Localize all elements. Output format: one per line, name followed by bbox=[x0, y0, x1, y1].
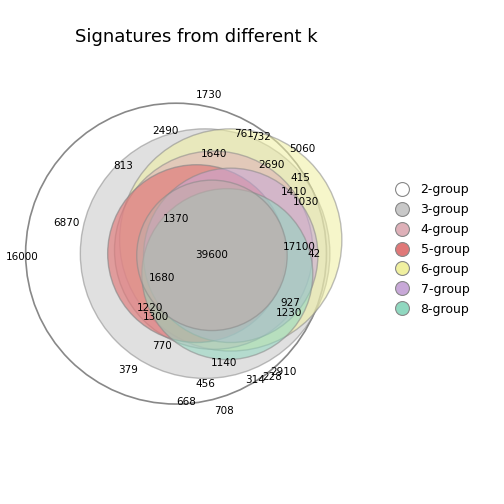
Ellipse shape bbox=[142, 188, 313, 359]
Text: 314: 314 bbox=[245, 375, 265, 385]
Text: 228: 228 bbox=[262, 371, 282, 382]
Ellipse shape bbox=[119, 129, 342, 351]
Text: 456: 456 bbox=[195, 379, 215, 389]
Text: 761: 761 bbox=[234, 129, 255, 139]
Text: 5060: 5060 bbox=[289, 144, 316, 154]
Text: 1680: 1680 bbox=[149, 273, 175, 283]
Text: 1030: 1030 bbox=[293, 198, 319, 207]
Text: 42: 42 bbox=[308, 248, 321, 259]
Title: Signatures from different k: Signatures from different k bbox=[75, 28, 318, 45]
Text: 379: 379 bbox=[118, 365, 138, 375]
Text: 1410: 1410 bbox=[281, 187, 307, 197]
Text: 1230: 1230 bbox=[276, 308, 302, 319]
Text: 813: 813 bbox=[113, 161, 133, 171]
Text: 1640: 1640 bbox=[201, 150, 227, 159]
Legend: 2-group, 3-group, 4-group, 5-group, 6-group, 7-group, 8-group: 2-group, 3-group, 4-group, 5-group, 6-gr… bbox=[389, 183, 469, 316]
Ellipse shape bbox=[108, 165, 285, 343]
Text: 2690: 2690 bbox=[259, 160, 285, 170]
Text: 668: 668 bbox=[176, 397, 196, 407]
Text: 16000: 16000 bbox=[6, 252, 39, 262]
Ellipse shape bbox=[144, 168, 318, 343]
Text: 1140: 1140 bbox=[211, 358, 237, 368]
Ellipse shape bbox=[114, 151, 313, 349]
Text: 1220: 1220 bbox=[137, 303, 164, 313]
Text: 732: 732 bbox=[251, 133, 272, 143]
Text: 6870: 6870 bbox=[53, 218, 80, 228]
Text: 708: 708 bbox=[214, 406, 234, 416]
Text: 39600: 39600 bbox=[196, 250, 228, 261]
Text: 2910: 2910 bbox=[271, 366, 297, 376]
Text: 770: 770 bbox=[153, 341, 172, 351]
Text: 1730: 1730 bbox=[196, 90, 222, 100]
Ellipse shape bbox=[80, 129, 330, 379]
Ellipse shape bbox=[137, 180, 287, 331]
Text: 415: 415 bbox=[291, 173, 311, 183]
Text: 2490: 2490 bbox=[153, 125, 179, 136]
Text: 927: 927 bbox=[281, 298, 300, 308]
Text: 1300: 1300 bbox=[143, 312, 169, 322]
Text: 1370: 1370 bbox=[163, 214, 189, 224]
Text: 17100: 17100 bbox=[283, 242, 316, 252]
